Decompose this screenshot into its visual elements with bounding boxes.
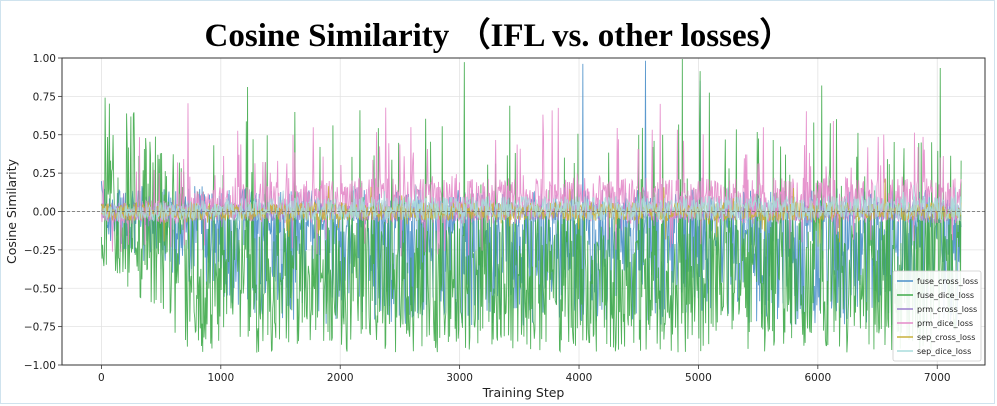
legend-label: sep_cross_loss [917,333,975,342]
y-tick-label: 0.75 [33,91,56,103]
y-tick-label: 0.50 [33,130,56,142]
y-tick-label: −0.75 [24,322,56,334]
x-tick-label: 7000 [924,372,951,384]
legend-label: fuse_cross_loss [917,277,978,286]
series-line-sep-dice-loss [100,184,962,230]
y-axis-ticks: −1.00 −0.75 −0.50 −0.25 0.00 0.25 0.50 0.75 1.00 [24,53,62,372]
legend-box [892,270,982,362]
x-axis-ticks: 0 1000 2000 3000 4000 5000 6000 7000 [98,365,951,384]
legend-label: prm_cross_loss [917,305,977,314]
y-tick-label: −0.25 [24,245,56,257]
legend-label: sep_dice_loss [917,347,971,356]
y-tick-label: 1.00 [33,53,56,65]
y-tick-label: 0.00 [33,207,56,219]
x-tick-label: 0 [98,372,105,384]
series-line-fuse-dice-loss [100,59,962,353]
x-tick-label: 5000 [685,372,712,384]
x-tick-label: 4000 [566,372,593,384]
y-tick-label: 0.25 [33,168,56,180]
x-axis-label: Training Step [482,385,565,400]
x-tick-label: 6000 [804,372,831,384]
series-layer [100,59,962,353]
y-tick-label: −0.50 [24,283,56,295]
x-tick-label: 2000 [327,372,354,384]
y-tick-label: −1.00 [24,360,56,372]
legend-label: fuse_dice_loss [917,291,974,300]
legend-label: prm_dice_loss [917,319,973,328]
chart-title: Cosine Similarity （IFL vs. other losses） [204,18,793,54]
y-axis-label: Cosine Similarity [4,158,19,264]
legend: fuse_cross_loss fuse_dice_loss prm_cross_l… [892,270,982,362]
x-tick-label: 3000 [446,372,473,384]
x-tick-label: 1000 [207,372,234,384]
